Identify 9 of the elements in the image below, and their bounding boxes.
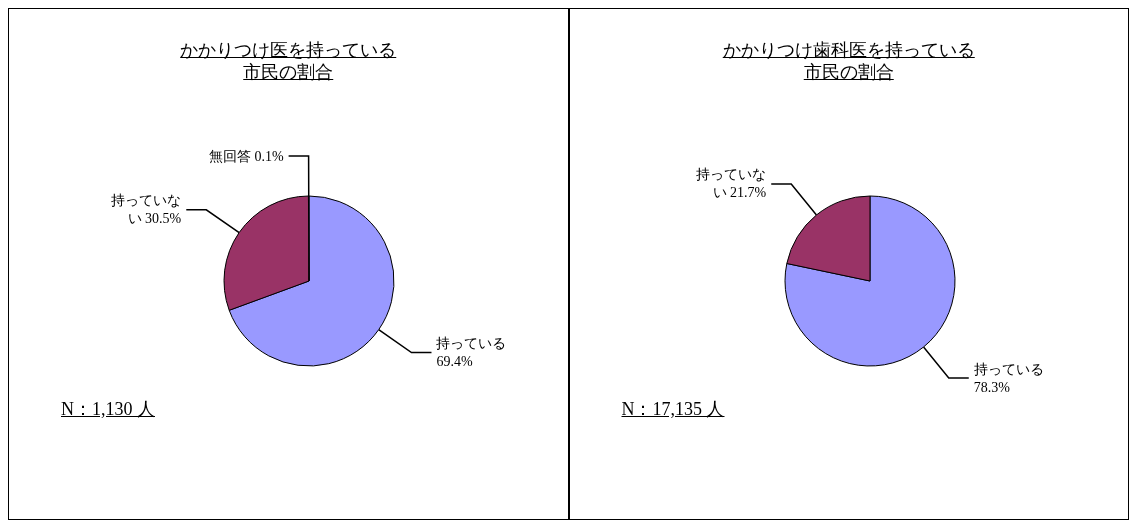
data-label: 78.3% — [973, 379, 1010, 395]
slice-label: 持っていない 30.5% — [111, 193, 182, 227]
text: N：1,130 人 — [61, 398, 155, 421]
data-label: 69.4% — [436, 354, 473, 370]
slice-label: 持っていない 21.7% — [695, 167, 767, 201]
text: N：17,135 人 — [621, 398, 725, 421]
slice-label: 無回答 0.1% — [208, 148, 284, 164]
slice-label: 持っている — [973, 361, 1047, 377]
slice-label: 持っている — [436, 336, 510, 352]
